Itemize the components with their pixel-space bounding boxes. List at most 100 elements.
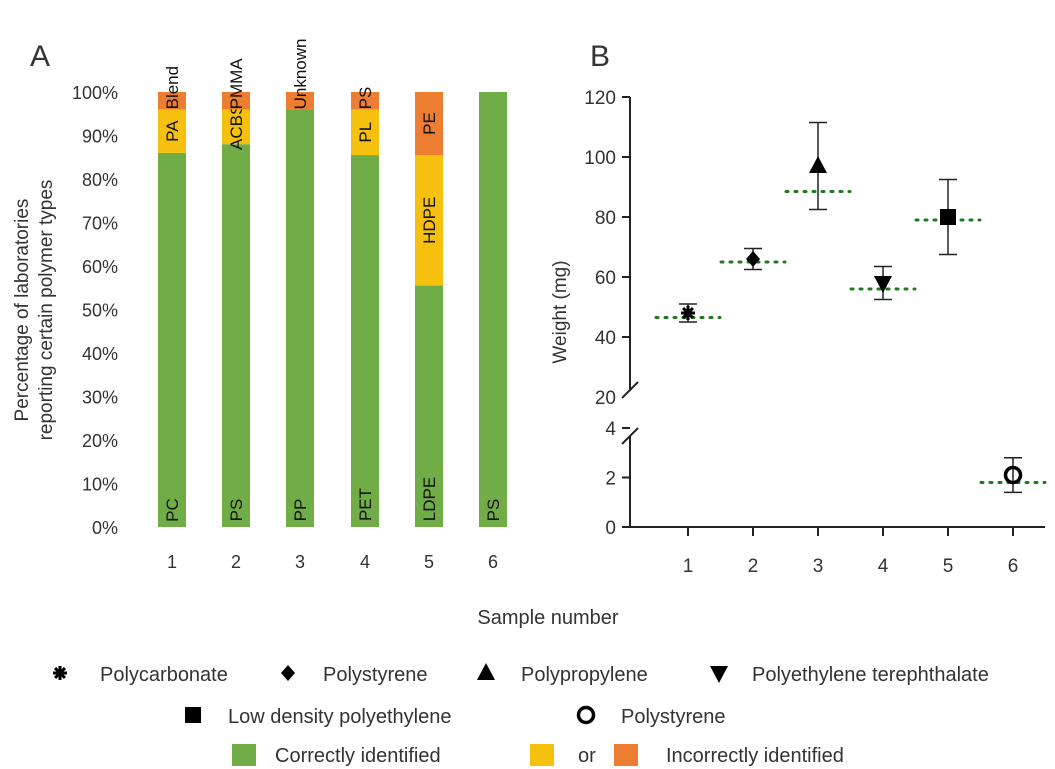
panel-b-ytick-label: 40 (595, 328, 616, 349)
panel-a-xtick-label: 6 (488, 552, 498, 572)
bar-segment-label: PL (356, 122, 375, 143)
stacked-bar-segment (351, 92, 379, 110)
data-point-marker (874, 276, 892, 293)
stacked-bar-segment (351, 109, 379, 156)
panel-a-ytick-label: 20% (82, 431, 118, 451)
panel-a-ytick-label: 70% (82, 214, 118, 234)
panel-b-ytick-label: 4 (605, 419, 616, 440)
data-point-marker (746, 251, 760, 267)
data-point-marker (681, 306, 695, 320)
panel-a-xtick-label: 1 (167, 552, 177, 572)
legend-label: or (578, 745, 596, 767)
panel-b-xtick-label: 2 (748, 556, 759, 577)
stacked-bar-segment (158, 152, 186, 527)
legend-label: Polystyrene (323, 664, 428, 686)
panel-b-ytick-label: 0 (605, 518, 616, 539)
panel-b-chart: Weight (mg) 20 40 60 80 100 120 0 2 4 1 2 3 4 5 6 (550, 88, 1047, 577)
panel-b-ytick-label: 2 (605, 469, 616, 490)
bar-segment-label: PP (291, 499, 310, 522)
panel-a-ytick-label: 100% (72, 83, 118, 103)
stacked-bar-segment (158, 92, 186, 110)
stacked-bar-segment (479, 92, 507, 527)
legend-marker (53, 666, 67, 680)
panel-b-xtick-label: 1 (683, 556, 694, 577)
bar-segment-label: PC (163, 498, 182, 522)
legend-marker (185, 707, 201, 723)
asterisk-core (684, 309, 692, 317)
panel-b-ytick-label: 120 (584, 88, 616, 109)
panel-a-ytick-label: 0% (92, 518, 118, 538)
bar-segment-label: PET (356, 488, 375, 521)
stacked-bar-segment (158, 109, 186, 153)
panel-a-xtick-label: 3 (295, 552, 305, 572)
bar-top-label: PS (356, 87, 375, 110)
bar-segment-label: PE (420, 112, 439, 135)
legend-marker (710, 666, 728, 683)
legend-marker (576, 705, 596, 725)
panel-b-ytick-label: 80 (595, 208, 616, 229)
panel-a-ytick-label: 80% (82, 170, 118, 190)
legend-marker (477, 663, 495, 680)
legend-swatch-incorrect (614, 744, 638, 766)
axis-break-mark (621, 427, 639, 445)
bar-segment-label: HDPE (420, 197, 439, 244)
x-axis-label: Sample number (477, 607, 619, 629)
legend-swatch-or (530, 744, 554, 766)
legend-label: Correctly identified (275, 745, 441, 767)
panel-a-ytick-label: 30% (82, 388, 118, 408)
panel-b-xtick-label: 3 (813, 556, 824, 577)
panel-letter-b: B (590, 40, 610, 73)
legend: Polycarbonate Polystyrene Polypropylene Pol… (53, 663, 989, 767)
data-point-marker (809, 156, 827, 173)
panel-b-xtick-label: 5 (943, 556, 954, 577)
panel-a-xtick-label: 5 (424, 552, 434, 572)
legend-label: Incorrectly identified (666, 745, 844, 767)
stacked-bar-segment (222, 109, 250, 145)
bar-segment-label: PA (163, 120, 182, 142)
bar-segment-label: PS (227, 499, 246, 522)
panel-b-ylabel: Weight (mg) (550, 260, 571, 363)
stacked-bar-segment (415, 285, 443, 527)
panel-a-chart: Percentage of laboratories reporting cer… (12, 39, 507, 572)
panel-a-xtick-label: 2 (231, 552, 241, 572)
stacked-bar-segment (222, 144, 250, 527)
panel-b-ytick-label: 20 (595, 388, 616, 409)
panel-b-xtick-label: 6 (1008, 556, 1019, 577)
bar-top-label: Blend (163, 66, 182, 109)
legend-label: Polycarbonate (100, 664, 228, 686)
panel-a-xtick-label: 4 (360, 552, 370, 572)
panel-a-ytick-label: 40% (82, 344, 118, 364)
asterisk-core (56, 669, 64, 677)
legend-swatch-correct (232, 744, 256, 766)
panel-a-ytick-label: 60% (82, 257, 118, 277)
bar-top-label: PMMA (227, 58, 246, 110)
stacked-bar-segment (415, 155, 443, 286)
axis-break-mark (621, 381, 639, 399)
legend-label: Low density polyethylene (228, 706, 451, 728)
stacked-bar-segment (415, 92, 443, 156)
bar-top-label: Unknown (291, 39, 310, 110)
panel-b-ytick-label: 60 (595, 268, 616, 289)
stacked-bar-segment (222, 92, 250, 110)
panel-b-xtick-label: 4 (878, 556, 889, 577)
data-point-marker (940, 209, 956, 225)
panel-a-ytick-label: 50% (82, 301, 118, 321)
stacked-bar-segment (351, 155, 379, 527)
legend-label: Polystyrene (621, 706, 726, 728)
panel-a-ylabel-line2: reporting certain polymer types (36, 180, 57, 441)
panel-a-ytick-label: 90% (82, 127, 118, 147)
stacked-bar-segment (286, 92, 314, 110)
legend-label: Polyethylene terephthalate (752, 664, 989, 686)
bar-segment-label: LDPE (420, 477, 439, 521)
bar-segment-label: ACBS (227, 104, 246, 150)
data-point-marker (1003, 465, 1023, 485)
panel-letter-a: A (30, 40, 50, 73)
bar-segment-label: PS (484, 499, 503, 522)
stacked-bar-segment (286, 109, 314, 528)
legend-label: Polypropylene (521, 664, 648, 686)
legend-marker (281, 665, 295, 681)
panel-b-ytick-label: 100 (584, 148, 616, 169)
panel-a-ytick-label: 10% (82, 475, 118, 495)
panel-a-ylabel-line1: Percentage of laboratories (12, 199, 33, 422)
